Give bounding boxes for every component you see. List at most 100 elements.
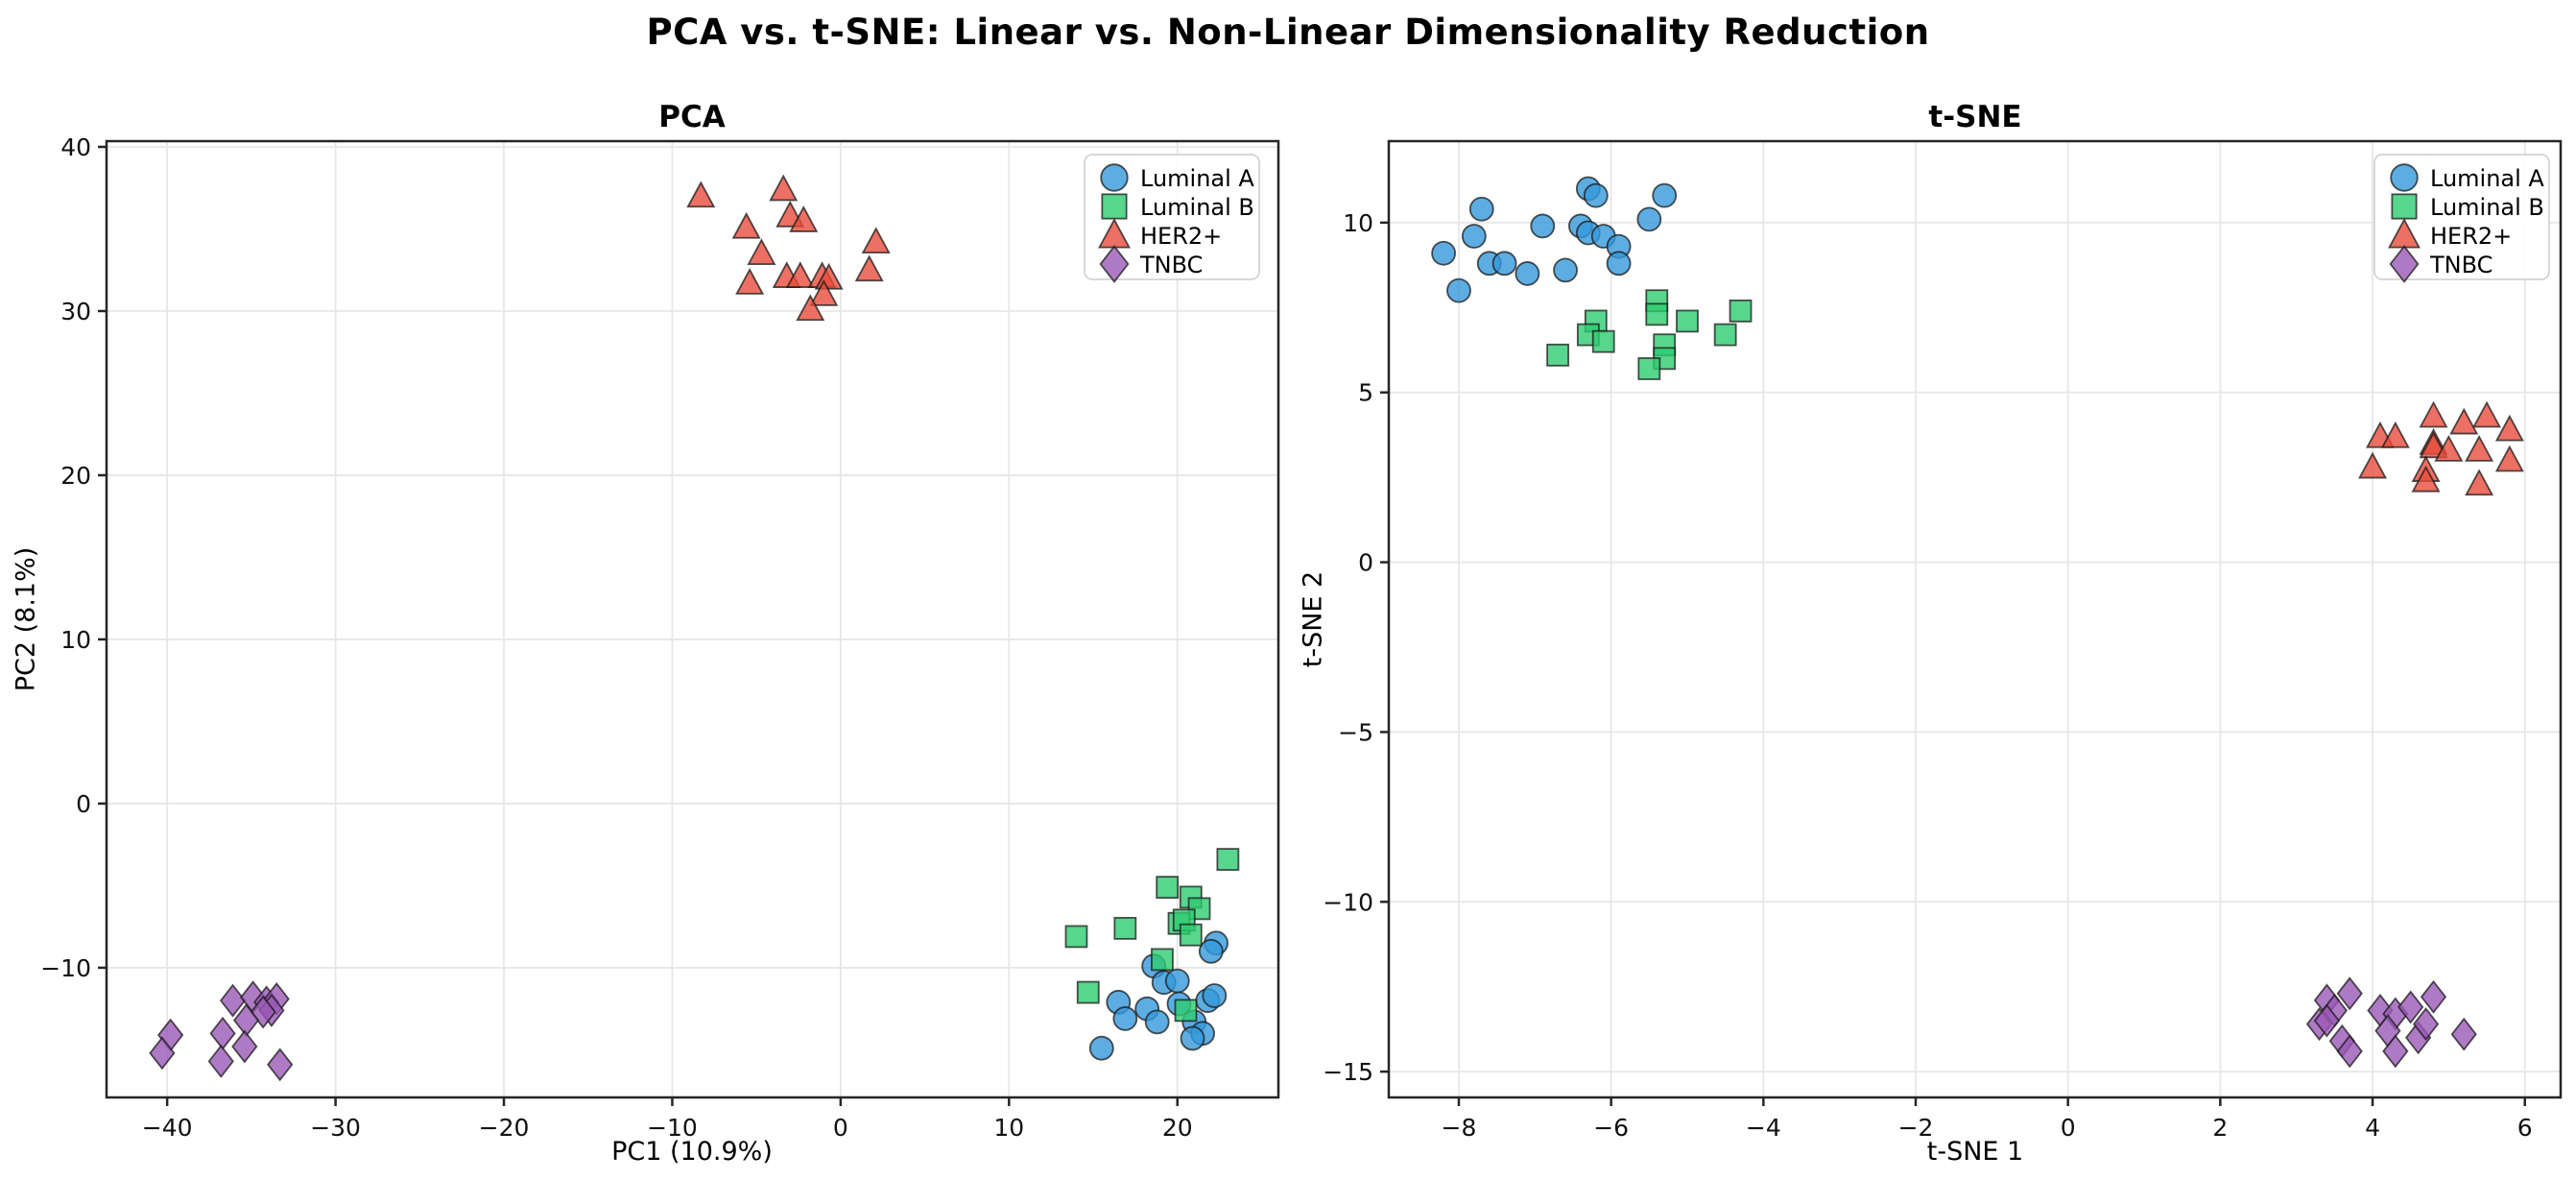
tnbc-point-marker: [2397, 990, 2424, 1024]
t-sne-x-tick-label: −6: [1593, 1114, 1629, 1142]
pca-legend-label-luminal-b: Luminal B: [1140, 194, 1254, 221]
her2--point-marker: [2419, 400, 2448, 428]
tnbc-legend-marker: [2389, 245, 2420, 283]
luminal-b-point-marker: [1156, 876, 1180, 900]
t-sne-legend-label-tnbc: TNBC: [2429, 252, 2493, 278]
her2--point-marker: [735, 268, 765, 295]
luminal-a-point-marker: [1202, 983, 1228, 1008]
t-sne-series-luminal-b: [1546, 289, 1753, 380]
tnbc-point-marker: [2336, 976, 2363, 1011]
pca-x-tick-label: −20: [479, 1114, 530, 1142]
her2--point-marker: [2411, 465, 2441, 493]
tnbc-point-marker: [209, 1016, 236, 1050]
luminal-a-point-marker: [1636, 206, 1662, 232]
her2--point-marker: [2472, 400, 2502, 428]
t-sne-y-tick-label: −5: [1338, 718, 1373, 746]
pca-legend-label-her2-: HER2+: [1140, 223, 1222, 250]
her2--point-marker: [731, 211, 761, 239]
pca-series-luminal-b: [1064, 848, 1240, 1023]
t-sne-grid: [1389, 141, 2561, 1097]
luminal-a-point-marker: [1553, 257, 1578, 283]
pca-y-tick-label: 20: [60, 462, 91, 490]
tnbc-point-marker: [2420, 979, 2447, 1014]
t-sne-y-tick-label: 0: [1358, 549, 1373, 577]
her2--point-marker: [2465, 469, 2494, 496]
tsne-x-axis-label: t-SNE 1: [1926, 1137, 2024, 1167]
t-sne-x-tick-label: −8: [1442, 1114, 1477, 1142]
luminal-b-point-marker: [1174, 999, 1198, 1023]
pca-series-tnbc: [149, 980, 294, 1082]
luminal-b-point-marker: [1637, 357, 1661, 380]
t-sne-x-tick-label: −4: [1746, 1114, 1781, 1142]
her2--point-marker: [789, 205, 819, 232]
luminal-b-point-marker: [1645, 302, 1669, 326]
pca-y-axis-label: PC2 (8.1%): [11, 546, 41, 692]
luminal-a-point-marker: [1446, 277, 1471, 303]
pca-x-axis-label: PC1 (10.9%): [611, 1137, 773, 1167]
luminal-b-point-marker: [1076, 980, 1100, 1004]
luminal-b-point-marker: [1546, 343, 1570, 367]
her2--point-marker: [785, 261, 815, 288]
pca-x-tick-label: 20: [1162, 1114, 1193, 1142]
tnbc-point-marker: [231, 1029, 258, 1064]
t-sne-legend-label-her2-: HER2+: [2430, 223, 2512, 250]
figure-title: PCA vs. t-SNE: Linear vs. Non-Linear Dim…: [646, 12, 1930, 53]
t-sne-y-tick-label: −15: [1323, 1058, 1373, 1086]
luminal-b-point-marker: [1713, 323, 1737, 347]
pca-x-tick-label: −40: [142, 1114, 193, 1142]
t-sne-series-her2-: [2358, 400, 2524, 496]
her2--point-marker: [2358, 451, 2388, 479]
luminal-a-point-marker: [1583, 182, 1609, 208]
her2--point-marker: [769, 174, 799, 202]
luminal-a-point-marker: [1468, 196, 1494, 222]
t-sne-y-tick-label: −10: [1323, 888, 1373, 916]
pca-x-tick-label: −30: [310, 1114, 361, 1142]
her2--point-marker: [2434, 434, 2464, 462]
luminal-a-point-marker: [1606, 251, 1632, 277]
pca-axes-box: [105, 139, 1280, 1099]
t-sne-axes-box: [1387, 139, 2563, 1099]
luminal-b-point-marker: [1216, 848, 1240, 871]
luminal-a-point-marker: [1431, 240, 1457, 266]
tsne-subplot-title: t-SNE: [1928, 100, 2022, 134]
pca-series-her2-: [686, 174, 891, 322]
t-sne-ticks: −8 −6 −4 −2 0 2 4 6 10 5 0 −5 −10 −15: [1323, 209, 2532, 1142]
her2--point-marker: [747, 238, 776, 266]
t-sne-x-tick-label: 2: [2212, 1114, 2228, 1142]
tnbc-point-marker: [267, 1048, 294, 1082]
pca-x-tick-label: 0: [833, 1114, 848, 1142]
tnbc-point-marker: [2450, 1017, 2477, 1051]
t-sne-series-tnbc: [2305, 976, 2477, 1069]
luminal-b-legend-marker: [2391, 193, 2418, 220]
her2--point-marker: [2494, 445, 2524, 472]
luminal-b-point-marker: [1113, 916, 1137, 940]
tsne-y-axis-label: t-SNE 2: [1298, 570, 1328, 668]
luminal-a-point-marker: [1164, 968, 1190, 994]
luminal-a-point-marker: [1144, 1009, 1170, 1035]
t-sne-plot-area: −8 −6 −4 −2 0 2 4 6 10 5 0 −5 −10 −15 Luminal ALuminal…: [1323, 139, 2563, 1142]
her2--point-marker: [2465, 434, 2494, 462]
her2--point-marker: [854, 254, 884, 282]
luminal-b-point-marker: [1179, 923, 1203, 947]
pca-x-tick-label: 10: [993, 1114, 1024, 1142]
pca-legend-label-luminal-a: Luminal A: [1140, 165, 1254, 192]
t-sne-legend-label-luminal-b: Luminal B: [2430, 194, 2544, 221]
her2--point-marker: [809, 278, 839, 306]
luminal-a-point-marker: [1515, 261, 1540, 286]
luminal-b-legend-marker: [1101, 193, 1128, 220]
tnbc-legend-marker: [1099, 245, 1130, 283]
pca-subplot-title: PCA: [658, 100, 726, 134]
tnbc-point-marker: [2382, 1034, 2409, 1069]
pca-grid: [107, 141, 1278, 1097]
luminal-a-point-marker: [1530, 213, 1556, 239]
pca-y-tick-label: 10: [60, 626, 91, 654]
pca-legend-label-tnbc: TNBC: [1139, 252, 1203, 278]
luminal-a-legend-marker: [2390, 163, 2419, 192]
luminal-b-point-marker: [1729, 299, 1753, 323]
her2--point-marker: [2494, 414, 2524, 442]
tnbc-point-marker: [207, 1044, 234, 1078]
her2--point-marker: [686, 181, 716, 208]
